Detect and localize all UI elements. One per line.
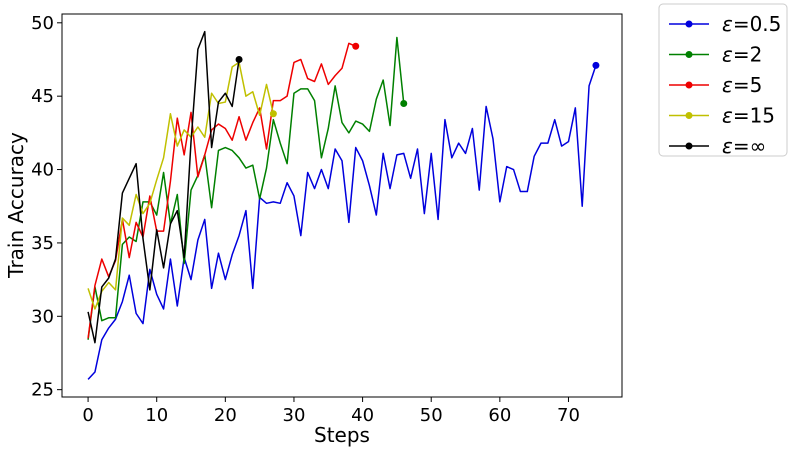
- x-axis: 0 10 20 30 40 50 60 70: [82, 397, 580, 426]
- legend-label-1: ε=2: [722, 43, 762, 67]
- x-axis-title: Steps: [314, 423, 370, 447]
- legend-label-2: ε=5: [722, 73, 762, 97]
- series-layer: [87, 30, 600, 380]
- y-tick-label: 35: [31, 233, 54, 254]
- legend-label-3: ε=15: [722, 104, 775, 128]
- x-tick-label: 0: [82, 405, 93, 426]
- legend-label-0: ε=0.5: [722, 12, 781, 36]
- legend-items: ε=0.5 ε=2 ε=5 ε=15 ε=∞: [669, 12, 781, 158]
- x-tick-label: 10: [145, 405, 168, 426]
- series-line-3: [87, 61, 275, 310]
- series-end-point-0: [592, 61, 600, 69]
- series-line-2: [87, 42, 357, 339]
- legend-label-4: ε=∞: [722, 134, 766, 158]
- y-axis: 25 30 35 40 45 50: [31, 13, 62, 401]
- y-tick-label: 40: [31, 160, 54, 181]
- y-tick-label: 45: [31, 86, 54, 107]
- x-tick-label: 40: [351, 405, 374, 426]
- legend-swatch-marker-3: [685, 112, 693, 119]
- y-axis-title: Train Accuracy: [4, 132, 28, 279]
- series-end-point-3: [269, 110, 277, 118]
- plot-area-frame: [61, 13, 623, 398]
- x-tick-label: 20: [214, 405, 237, 426]
- series-end-point-2: [352, 42, 360, 50]
- series-end-point-4: [235, 55, 243, 63]
- series-end-point-1: [400, 100, 408, 108]
- legend-swatch-marker-0: [685, 20, 693, 28]
- series-line-0: [87, 65, 597, 380]
- y-tick-label: 25: [31, 380, 54, 401]
- legend-swatch-marker-4: [685, 142, 693, 150]
- x-tick-label: 60: [488, 405, 511, 426]
- y-tick-label: 50: [31, 13, 54, 34]
- x-tick-label: 30: [283, 405, 306, 426]
- legend-swatch-marker-2: [685, 81, 693, 89]
- legend: ε=0.5 ε=2 ε=5 ε=15 ε=∞: [658, 3, 788, 158]
- series-line-4: [87, 30, 240, 344]
- legend-swatch-marker-1: [685, 51, 693, 58]
- x-tick-label: 70: [557, 405, 580, 426]
- y-tick-label: 30: [31, 306, 54, 327]
- x-tick-label: 50: [420, 405, 443, 426]
